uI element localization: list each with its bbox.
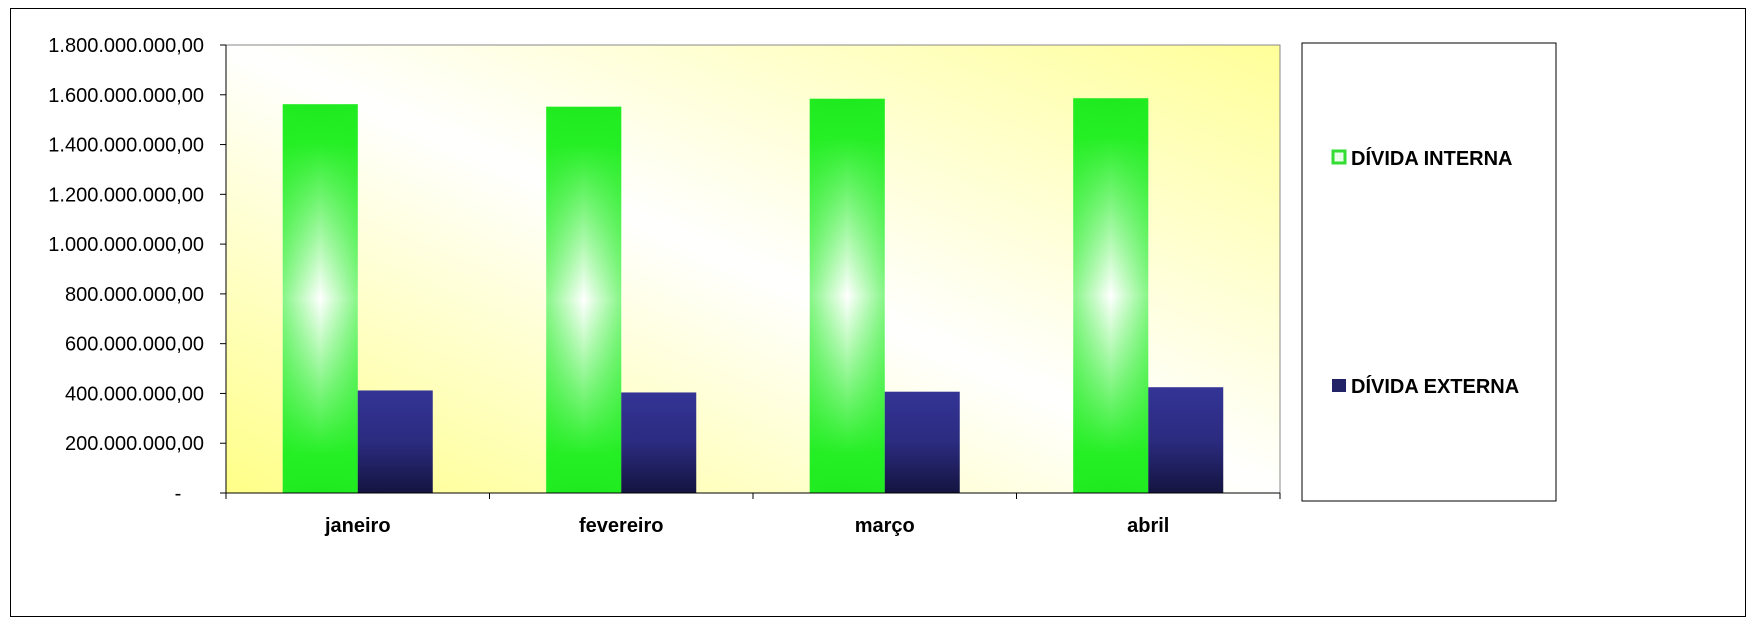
legend-box — [1301, 42, 1557, 502]
legend-swatch-divida-externa — [1332, 379, 1346, 392]
y-tick-label: 1.800.000.000,00 — [48, 35, 204, 57]
y-tick-label: 800.000.000,00 — [65, 284, 204, 306]
axes-layer: - 200.000.000,00 400.000.000,00 600.000.000… — [48, 35, 1281, 537]
y-tick-label: 1.600.000.000,00 — [48, 85, 204, 107]
x-category-label: fevereiro — [579, 515, 664, 537]
x-category-label: janeiro — [324, 515, 391, 537]
y-tick-label: 600.000.000,00 — [65, 334, 204, 356]
bar-divida-interna-shade — [546, 106, 622, 494]
legend-swatch-divida-interna — [1331, 149, 1347, 165]
bar-divida-externa — [357, 390, 433, 493]
bar-divida-externa — [621, 392, 697, 493]
legend-label: DÍVIDA INTERNA — [1351, 147, 1512, 170]
legend: DÍVIDA INTERNA DÍVIDA EXTERNA — [1331, 147, 1519, 398]
y-tick-label: 200.000.000,00 — [65, 433, 204, 455]
bar-divida-externa — [1148, 387, 1224, 493]
bar-divida-interna-shade — [282, 104, 358, 493]
x-category-label: abril — [1127, 515, 1169, 537]
y-tick-label: 400.000.000,00 — [65, 383, 204, 405]
legend-label: DÍVIDA EXTERNA — [1351, 375, 1519, 398]
bar-divida-externa — [884, 391, 960, 493]
y-tick-label: 1.200.000.000,00 — [48, 184, 204, 206]
y-tick-label: - — [175, 483, 182, 505]
bar-divida-interna-shade — [1073, 98, 1149, 494]
y-tick-label: 1.000.000.000,00 — [48, 234, 204, 256]
bars-layer — [282, 98, 1224, 494]
x-category-label: março — [855, 515, 915, 537]
bar-divida-interna-shade — [809, 98, 885, 493]
y-tick-label: 1.400.000.000,00 — [48, 135, 204, 157]
